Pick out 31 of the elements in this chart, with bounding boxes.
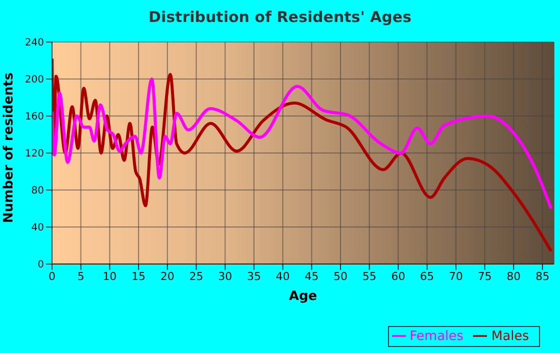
x-tick-label: 30 bbox=[218, 270, 232, 283]
x-tick-label: 15 bbox=[132, 270, 146, 283]
chart-title: Distribution of Residents' Ages bbox=[148, 8, 412, 26]
x-tick-label: 35 bbox=[246, 270, 261, 283]
x-tick-label: 5 bbox=[77, 270, 84, 283]
y-axis-title: Number of residents bbox=[2, 72, 17, 223]
legend-label: Females bbox=[410, 329, 464, 344]
x-tick-label: 45 bbox=[304, 270, 319, 283]
x-tick-label: 55 bbox=[362, 270, 376, 283]
x-axis-title: Age bbox=[288, 289, 318, 304]
x-tick-label: 60 bbox=[391, 270, 406, 283]
x-tick-label: 50 bbox=[334, 270, 348, 283]
x-tick-label: 20 bbox=[160, 270, 174, 283]
x-tick-label: 85 bbox=[535, 270, 550, 283]
y-tick-label: 120 bbox=[24, 148, 44, 160]
x-tick-label: 65 bbox=[420, 270, 434, 283]
x-tick-label: 10 bbox=[102, 270, 117, 283]
y-tick-label: 80 bbox=[31, 186, 44, 197]
line-series bbox=[52, 78, 553, 210]
y-tick-label: 240 bbox=[24, 38, 44, 49]
x-tick-label: 75 bbox=[478, 270, 492, 283]
legend-label: Males bbox=[491, 329, 529, 344]
y-tick-label: 40 bbox=[31, 222, 44, 234]
x-tick-label: 80 bbox=[506, 270, 521, 283]
y-tick-label: 160 bbox=[24, 112, 44, 123]
y-tick-label: 200 bbox=[24, 74, 44, 86]
x-tick-label: 40 bbox=[276, 270, 290, 283]
x-tick-label: 25 bbox=[189, 270, 204, 283]
y-tick-label: 0 bbox=[38, 260, 44, 271]
x-tick-label: 70 bbox=[448, 270, 463, 283]
x-tick-label: 0 bbox=[48, 270, 56, 283]
